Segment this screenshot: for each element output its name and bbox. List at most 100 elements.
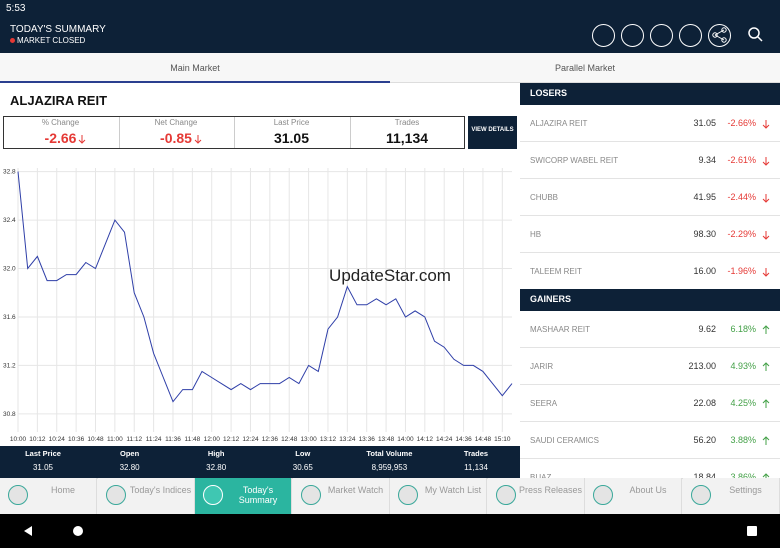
nav-icon <box>203 485 223 505</box>
x-tick-label: 12:24 <box>242 436 259 443</box>
nav-label: Settings <box>729 485 762 495</box>
list-row[interactable] <box>520 253 780 290</box>
summary-value: 30.65 <box>292 463 313 472</box>
arrow-path <box>762 194 770 203</box>
symbol-name: HB <box>530 230 542 239</box>
tab[interactable]: Parallel Market <box>390 53 780 83</box>
status-time: 5:53 <box>6 3 26 14</box>
list-row[interactable] <box>520 422 780 459</box>
symbol-price: 22.08 <box>693 398 716 408</box>
arrow-path <box>762 268 770 277</box>
symbol-price: 9.34 <box>698 155 716 165</box>
x-tick-label: 11:00 <box>107 436 123 443</box>
search-handle <box>757 36 763 42</box>
down-arrow <box>762 157 770 166</box>
social-button[interactable] <box>592 24 615 47</box>
system-nav-bar <box>0 514 780 548</box>
stat-label: Last Price <box>273 118 310 127</box>
x-tick-label: 10:24 <box>49 436 66 443</box>
symbol-change: 3.86% <box>730 472 756 482</box>
symbol-change: 6.18% <box>730 324 756 334</box>
arrow-path <box>762 436 770 445</box>
arrow-path <box>762 399 770 408</box>
down-arrow <box>762 194 770 203</box>
symbol-price: 41.95 <box>693 192 716 202</box>
list-header: GAINERS <box>520 289 780 311</box>
down-arrow <box>194 135 201 144</box>
share-dot <box>721 37 727 43</box>
list-row[interactable] <box>520 216 780 253</box>
nav-label: Market Watch <box>327 485 384 495</box>
x-tick-label: 15:10 <box>494 436 511 443</box>
share-dot <box>712 32 718 38</box>
down-arrow <box>762 268 770 277</box>
stat-value: 11,134 <box>385 130 429 146</box>
list-row[interactable] <box>520 311 780 348</box>
x-tick-label: 13:24 <box>339 436 356 443</box>
y-tick-label: 31.6 <box>3 314 16 321</box>
symbol-price: 56.20 <box>693 435 716 445</box>
arrow-path <box>762 325 770 334</box>
symbol-name: SEERA <box>530 399 558 408</box>
symbol-name: BUAZ <box>530 473 551 482</box>
list-row[interactable] <box>520 348 780 385</box>
symbol-change: 3.88% <box>730 435 756 445</box>
x-tick-label: 14:12 <box>417 436 434 443</box>
summary-value: 31.05 <box>32 463 54 472</box>
arrow-path <box>762 231 770 240</box>
stat-divider <box>234 117 235 148</box>
symbol-name: CHUBB <box>530 193 559 202</box>
nav-label: Home <box>50 485 75 495</box>
watermark: UpdateStar.com <box>329 266 451 285</box>
social-button[interactable] <box>621 24 644 47</box>
symbol-change: -1.96% <box>727 266 756 276</box>
nav-icon <box>105 485 126 505</box>
list-row[interactable] <box>520 179 780 216</box>
symbol-name: SAUDI CERAMICS <box>530 436 599 445</box>
symbol-change: -2.61% <box>727 155 756 165</box>
down-arrow <box>78 135 86 144</box>
list-row[interactable] <box>520 142 780 179</box>
price-chart: 10:00 10:12 10:24 10:36 10:48 11:00 11:12 11:24… <box>3 168 513 443</box>
arrow-path <box>78 135 86 144</box>
stats-box <box>3 116 465 149</box>
symbol-price: 98.30 <box>693 229 716 239</box>
share-dot <box>721 27 727 33</box>
x-tick-label: 13:48 <box>378 436 395 443</box>
back-button <box>24 526 32 536</box>
recents-button <box>747 526 757 536</box>
social-button[interactable] <box>650 24 673 47</box>
stat-divider <box>349 117 351 148</box>
x-tick-label: 11:24 <box>146 436 162 443</box>
symbol-change: 4.25% <box>730 398 756 408</box>
summary-bar <box>0 446 520 478</box>
symbol-price: 16.00 <box>693 266 716 276</box>
nav-label: Today's Summary <box>238 485 278 505</box>
symbol-change: -2.29% <box>727 229 756 239</box>
social-button[interactable] <box>679 24 702 47</box>
tab[interactable]: Main Market <box>0 53 390 83</box>
list-header: LOSERS <box>520 83 780 105</box>
x-tick-label: 13:12 <box>320 436 337 443</box>
up-arrow <box>762 436 770 445</box>
x-tick-label: 11:48 <box>184 436 200 443</box>
y-tick-label: 32.0 <box>3 266 16 273</box>
x-tick-label: 14:48 <box>475 436 492 443</box>
arrow-path <box>762 362 770 371</box>
arrow-path <box>194 135 201 144</box>
up-arrow <box>762 325 770 334</box>
nav-icon <box>593 485 613 505</box>
x-tick-label: 12:48 <box>281 436 298 443</box>
summary-label: Low <box>295 449 311 458</box>
symbol-name: TALEEM REIT <box>530 267 582 276</box>
y-tick-label: 32.8 <box>3 169 16 176</box>
view-details-button[interactable]: VIEW DETAILS <box>468 116 517 149</box>
social-button[interactable] <box>708 24 731 47</box>
summary-label: Total Volume <box>366 449 413 458</box>
list-row[interactable] <box>520 105 780 142</box>
nav-icon <box>690 485 711 505</box>
list-row[interactable] <box>520 385 780 422</box>
summary-label: High <box>207 449 225 458</box>
x-tick-label: 11:12 <box>126 436 142 443</box>
